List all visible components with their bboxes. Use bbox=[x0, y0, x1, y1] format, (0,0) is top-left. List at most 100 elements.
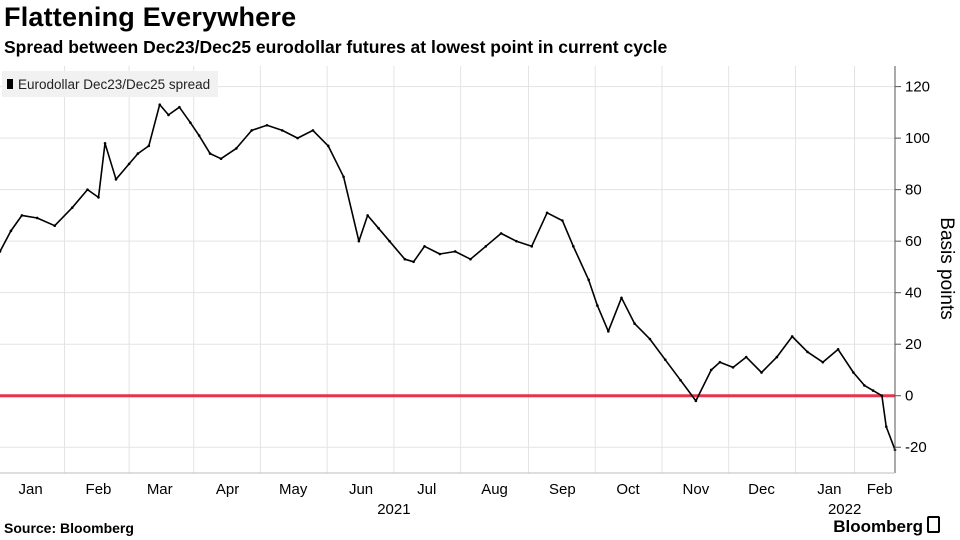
data-point bbox=[453, 250, 457, 253]
data-point bbox=[357, 239, 361, 243]
gridlines bbox=[0, 66, 895, 473]
data-point bbox=[9, 229, 13, 233]
data-point bbox=[484, 245, 488, 248]
data-point bbox=[515, 239, 518, 243]
data-point bbox=[775, 355, 779, 359]
data-point bbox=[86, 188, 89, 191]
data-point bbox=[880, 394, 884, 398]
data-point bbox=[572, 245, 575, 248]
data-point bbox=[438, 252, 442, 256]
data-point bbox=[587, 278, 590, 282]
data-point bbox=[147, 144, 151, 148]
data-point bbox=[296, 136, 299, 140]
brand-name: Bloomberg bbox=[833, 517, 923, 536]
x-tick-label: Sep bbox=[549, 481, 576, 498]
data-point bbox=[127, 162, 131, 166]
series-line bbox=[0, 103, 896, 451]
x-tick-label: Jul bbox=[417, 481, 436, 498]
y-tick-label: -20 bbox=[905, 439, 927, 456]
legend: Eurodollar Dec23/Dec25 spread bbox=[2, 71, 219, 97]
data-point bbox=[326, 144, 330, 148]
data-point bbox=[103, 141, 107, 145]
data-point bbox=[718, 360, 722, 364]
source-note: Source: Bloomberg bbox=[4, 520, 134, 536]
data-point bbox=[35, 216, 39, 220]
year-label: 2021 bbox=[377, 501, 410, 518]
x-tick-label: Mar bbox=[147, 481, 173, 498]
data-point bbox=[790, 335, 794, 338]
data-point bbox=[280, 129, 284, 132]
data-point bbox=[709, 368, 713, 372]
data-point bbox=[136, 152, 140, 155]
x-tick-label: Aug bbox=[481, 481, 508, 498]
data-point bbox=[607, 330, 610, 333]
data-point bbox=[366, 214, 369, 217]
data-point bbox=[403, 257, 407, 261]
y-tick-label: 40 bbox=[905, 285, 922, 302]
data-point bbox=[871, 389, 875, 392]
data-point bbox=[189, 121, 192, 124]
data-point bbox=[114, 178, 118, 181]
x-tick-label: Jan bbox=[817, 481, 841, 498]
data-point bbox=[679, 378, 682, 382]
y-tick-label: 100 bbox=[905, 130, 930, 147]
x-tick-label: May bbox=[279, 481, 308, 498]
data-point bbox=[412, 260, 415, 264]
y-tick-label: 80 bbox=[905, 182, 922, 199]
bloomberg-logo: Bloomberg bbox=[833, 516, 940, 537]
data-point bbox=[178, 105, 181, 109]
data-point bbox=[499, 232, 503, 235]
series-layer bbox=[0, 103, 897, 452]
legend-swatch bbox=[7, 79, 13, 89]
data-point bbox=[731, 366, 735, 369]
y-tick-label: 20 bbox=[905, 336, 922, 353]
data-point bbox=[620, 296, 623, 300]
y-tick-label: 60 bbox=[905, 233, 922, 250]
data-point bbox=[469, 257, 472, 261]
x-tick-label: Dec bbox=[748, 481, 775, 498]
x-tick-label: Feb bbox=[867, 481, 893, 498]
data-point bbox=[97, 196, 100, 199]
data-point bbox=[852, 371, 855, 374]
data-point bbox=[53, 224, 57, 228]
data-point bbox=[377, 226, 380, 230]
data-point bbox=[694, 399, 698, 403]
data-point bbox=[167, 113, 170, 117]
data-point bbox=[250, 129, 253, 132]
data-point bbox=[423, 245, 426, 248]
data-point bbox=[821, 360, 825, 364]
data-point bbox=[342, 175, 345, 179]
data-point bbox=[530, 245, 534, 248]
data-point bbox=[158, 103, 162, 106]
data-point bbox=[836, 348, 840, 351]
data-point bbox=[545, 211, 549, 215]
data-point bbox=[884, 425, 888, 428]
data-point bbox=[70, 206, 74, 209]
chart-title: Flattening Everywhere bbox=[4, 2, 297, 32]
bloomberg-mark-icon bbox=[927, 516, 940, 533]
data-point bbox=[663, 358, 667, 361]
y-tick-label: 120 bbox=[905, 79, 930, 96]
x-tick-label: Jun bbox=[349, 481, 373, 498]
data-point bbox=[633, 322, 636, 325]
data-point bbox=[311, 129, 315, 132]
data-point bbox=[219, 157, 223, 161]
data-point bbox=[744, 355, 748, 359]
legend-label: Eurodollar Dec23/Dec25 spread bbox=[18, 76, 211, 92]
year-label: 2022 bbox=[828, 501, 861, 518]
x-tick-label: Feb bbox=[86, 481, 112, 498]
y-tick-label: 0 bbox=[905, 388, 913, 405]
data-point bbox=[760, 371, 763, 374]
data-point bbox=[863, 384, 866, 387]
data-point bbox=[197, 134, 201, 137]
data-point bbox=[0, 250, 2, 253]
data-point bbox=[265, 123, 269, 127]
data-point bbox=[235, 147, 238, 150]
y-axis-title: Basis points bbox=[936, 217, 957, 319]
x-tick-label: Jan bbox=[19, 481, 43, 498]
data-point bbox=[208, 152, 212, 155]
axes: -20 0 20 40 60 80 100 120 Jan Feb Mar Apr May Jun Jul A… bbox=[0, 66, 957, 518]
data-point bbox=[388, 239, 391, 243]
data-point bbox=[648, 337, 652, 341]
data-point bbox=[561, 219, 564, 222]
